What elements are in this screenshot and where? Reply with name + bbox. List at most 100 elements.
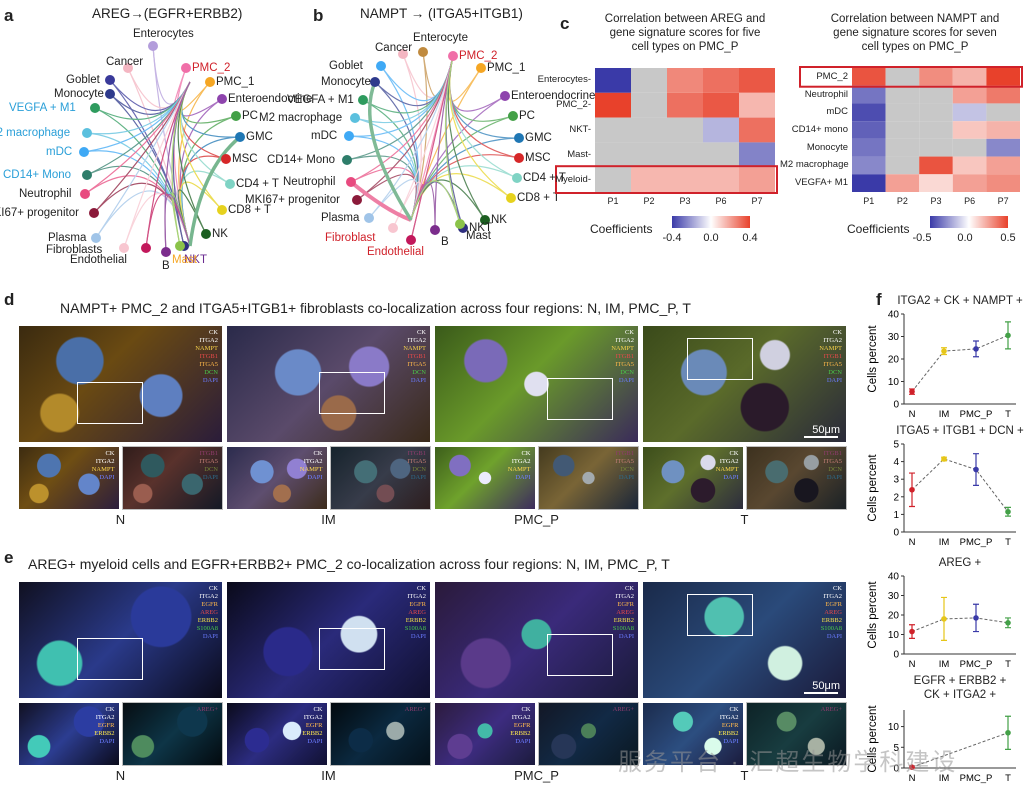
colorbar-right [930, 216, 1008, 228]
stain-label-ck: CK [208, 585, 218, 592]
chord-b-label-monocyte: Monocyte [321, 76, 371, 88]
panel-d-zoom-n-split: ITGB1 ITGA5 DCN DAPI [121, 446, 223, 510]
x-tick-label-im: IM [939, 659, 950, 670]
panel-d-region-label-im: IM [321, 512, 336, 527]
chord-b-label-goblet: Goblet [329, 60, 363, 72]
colorbar-tick: 0.0 [703, 232, 719, 244]
zoom-inset-box [687, 594, 753, 636]
chord-a-label-cd8-t: CD8 + T [228, 204, 271, 216]
chord-a-node-mki67-progenitor [89, 208, 99, 218]
stain-label-ck: CK [521, 706, 531, 713]
heat-cell [919, 121, 953, 139]
chord-b-node-vegfa-m1 [358, 95, 368, 105]
heat-row-label-mast: Mast- [567, 148, 591, 160]
stain-label-itga2: ITGA2 [303, 458, 323, 465]
heat-row-label-nkt: NKT- [569, 124, 591, 135]
heat-cell [852, 103, 886, 122]
heat-cell [986, 138, 1020, 157]
heat-cell [986, 85, 1020, 104]
chord-b-label-cd14-mono: CD14+ Mono [267, 154, 336, 166]
stain-label-itgb1: ITGB1 [823, 450, 842, 457]
chord-b-label-cancer: Cancer [375, 42, 413, 54]
chord-b-node-b [430, 225, 440, 235]
panel-d-title: NAMPT+ PMC_2 and ITGA5+ITGB1+ fibroblast… [60, 300, 691, 316]
chord-b-node-cancer [398, 49, 408, 59]
colorbar-tick: -0.4 [662, 232, 682, 244]
heat-cell [667, 92, 703, 118]
chord-a-label-nkt: NKT [184, 254, 207, 266]
y-tick-label: 5 [893, 743, 899, 754]
stain-label-dcn: DCN [204, 466, 218, 473]
stain-label-erbb2: ERBB2 [197, 617, 218, 624]
stain-label-itga2: ITGA2 [511, 714, 531, 721]
stain-label-itga5: ITGA5 [407, 458, 426, 465]
y-axis-label: Cells percent [867, 581, 879, 649]
stain-label-egfr: EGFR [201, 601, 218, 608]
stain-label-itgb1: ITGB1 [199, 353, 218, 360]
stain-label-dapi: DAPI [515, 474, 531, 481]
heat-cell [631, 92, 667, 118]
heat-cell [631, 167, 667, 192]
heat-col-label-p7: P7 [751, 196, 763, 206]
chord-a-label-cd14-mono: CD14+ Mono [3, 169, 72, 181]
heat-cell [919, 138, 953, 157]
y-tick-label: 40 [888, 572, 900, 583]
stain-label-itga2: ITGA2 [407, 593, 426, 600]
chord-a-label-plasma: Plasma [48, 232, 87, 244]
chord-a-strong-link [188, 135, 242, 247]
heat-cell [919, 156, 953, 175]
panel-e-region-label-t: T [740, 768, 749, 783]
chord-a-node-endothelial [141, 243, 151, 253]
heat-right-title: Correlation between NAMPT and gene signa… [810, 12, 1020, 54]
panel-e-zoom-im-merge: CK ITGA2 EGFR ERBB2 DAPI [226, 702, 328, 766]
x-tick-label-im: IM [939, 537, 950, 548]
data-point-n [909, 486, 915, 493]
stain-label-dcn: DCN [412, 369, 426, 376]
panel-label-e: e [4, 548, 14, 567]
chord-b-label-fibroblast: Fibroblast [325, 232, 376, 244]
stain-label-itga2: ITGA2 [199, 337, 218, 344]
chord-b-label-endothelial: Endothelial [367, 246, 424, 258]
stain-label-nampt: NAMPT [819, 345, 842, 352]
chord-a-node-pmc-1 [205, 77, 215, 87]
heat-cell [667, 117, 703, 143]
stain-label-itga2: ITGA2 [95, 714, 115, 721]
stain-label-dapi: DAPI [723, 474, 739, 481]
heat-cell [952, 85, 987, 104]
stain-label-ck: CK [624, 585, 634, 592]
heat-cell [885, 156, 920, 175]
heat-cell [919, 103, 953, 122]
colorbar-right-ticks: -0.5 0.0 0.5 [913, 232, 1016, 246]
panel-d-region-label-t: T [740, 512, 749, 527]
heat-cell [667, 68, 703, 93]
stain-label-egfr: EGFR [825, 601, 842, 608]
panel-e-images: CK ITGA2 EGFR AREG ERBB2 S100A8 DAPI CK ITGA2 EGF… [18, 581, 848, 766]
scale-bar-label: 50μm [812, 680, 840, 692]
stain-label-dapi: DAPI [307, 738, 323, 745]
chart-axes [903, 444, 1016, 533]
series-line [911, 732, 1009, 768]
data-point-n [909, 764, 915, 770]
series-line [911, 334, 1009, 392]
heat-cell [919, 85, 953, 104]
chord-b-link [410, 180, 461, 225]
chart-4: EGFR + ERBB2 + CK + ITGA2 + 0 5 10 Cells perc… [862, 675, 1032, 798]
y-axis-label: Cells percent [867, 705, 879, 773]
stain-label-dapi: DAPI [202, 474, 218, 481]
stain-label-erbb2: ERBB2 [405, 617, 426, 624]
y-tick-label: 30 [888, 591, 900, 602]
highlight-box [799, 66, 1023, 88]
panel-a-nodes: Enterocytes Cancer PMC_2 PMC_1 Goblet Enteroe… [0, 0, 312, 272]
x-tick-label-t: T [1005, 409, 1011, 420]
stain-label-s100a8: S100A8 [404, 625, 426, 632]
stain-label-ck: CK [729, 450, 739, 457]
y-tick-label: 10 [888, 377, 900, 388]
panel-e-image-t: CK ITGA2 EGFR AREG ERBB2 S100A8 DAPI 50μm [642, 581, 847, 699]
stain-label-dapi: DAPI [618, 633, 634, 640]
chord-b-node-cd4-t [512, 173, 522, 183]
x-tick-label-n: N [909, 409, 916, 420]
chord-b-label-plasma: Plasma [321, 212, 360, 224]
chord-b-label-m2-macrophage: M2 macrophage [259, 112, 343, 124]
chord-b-node-plasma [364, 213, 374, 223]
data-point-im [941, 348, 947, 354]
